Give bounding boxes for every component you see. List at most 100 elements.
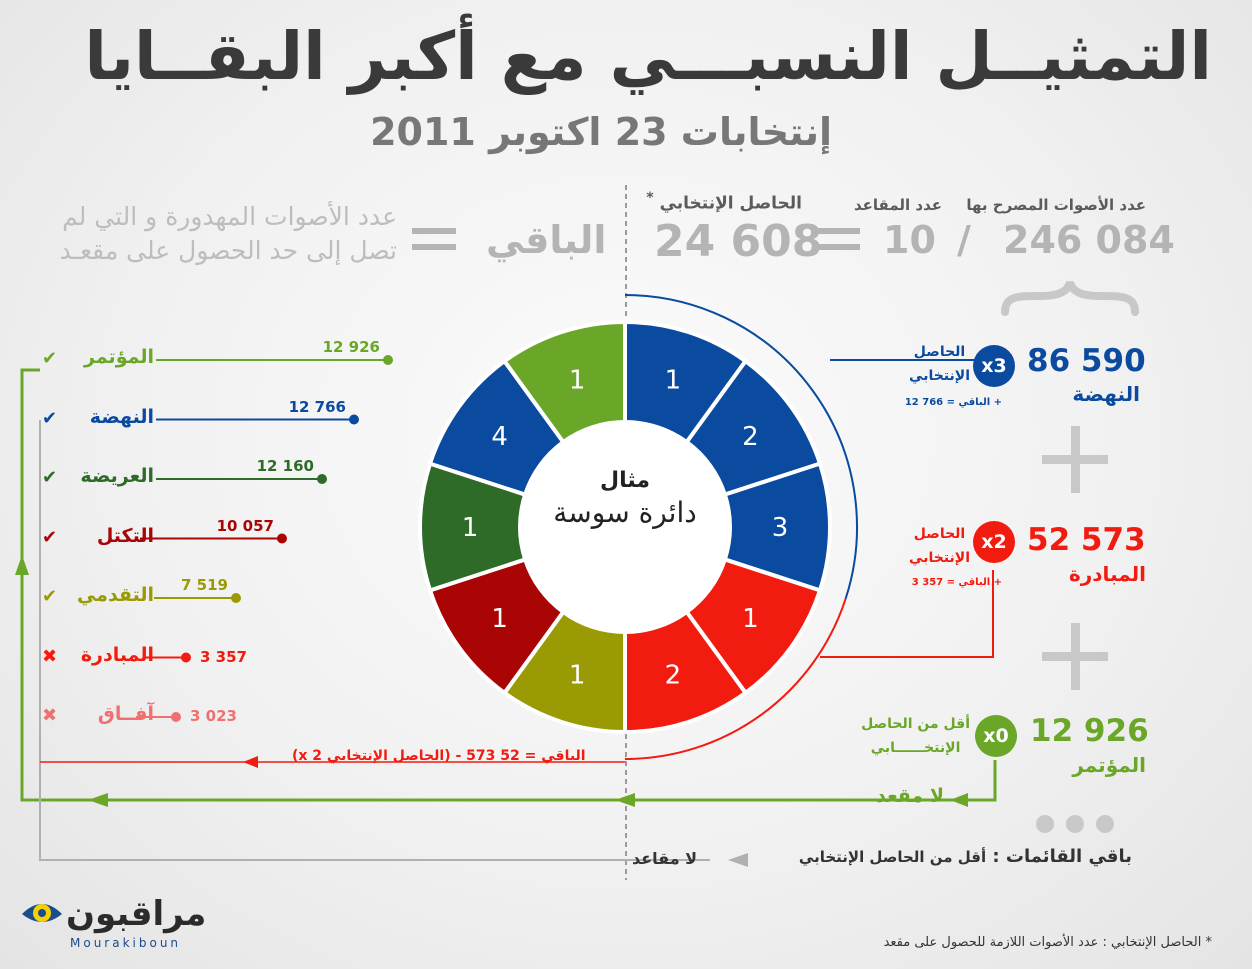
example-label: مثال: [600, 468, 650, 493]
check-icon: ✔: [42, 348, 58, 369]
donut-segment: [501, 319, 627, 445]
ranking-remainder-value: 10 057: [216, 516, 274, 535]
ranking-party-name: آفــاق: [97, 703, 154, 725]
ranking-party-name: المؤتمر: [84, 346, 154, 368]
remaining-label: باقي القائمات: [1005, 846, 1132, 867]
quota-value: 24 608: [654, 216, 823, 267]
donut-segment-label: 1: [491, 604, 508, 634]
moubadara-votes: 52 573: [1027, 522, 1146, 558]
check-icon: ✔: [42, 407, 58, 429]
ranking-dot: [231, 593, 241, 603]
seats-label: عدد المقاعد: [853, 196, 942, 214]
donut-segment-label: 1: [569, 660, 586, 690]
ranking-dot: [181, 652, 191, 663]
gray-arrow-left: [728, 853, 748, 867]
divide-sign: /: [957, 218, 971, 262]
moubadara-quota-label: الحاصل الإنتخابي: [909, 522, 970, 570]
equals-sign-1b: [818, 244, 860, 250]
nahda-multiplier-badge: x3: [973, 345, 1015, 387]
check-icon: ✔: [42, 586, 58, 607]
ranking-party-name: التقدمي: [76, 584, 154, 606]
donut-segment-label: 1: [742, 604, 759, 634]
quota-line-2: الإنتخابي: [909, 550, 970, 566]
equals-sign-2: [412, 228, 456, 234]
moubadara-remainder-note: + الباقي = 357 3: [911, 577, 1002, 588]
page-subtitle: إنتخابات 23 اكتوبر 2011: [370, 110, 832, 154]
moubadara-multiplier-badge: x2: [973, 521, 1015, 563]
ranking-dot: [349, 414, 359, 425]
moutamar-votes: 12 926: [1030, 713, 1149, 749]
donut-segment-label: 1: [665, 366, 682, 396]
check-icon: ✔: [42, 467, 58, 488]
nahda-votes: 86 590: [1027, 343, 1146, 379]
donut-segment-label: 4: [491, 422, 508, 452]
check-icon: ✔: [42, 526, 58, 548]
calc-value: 52 573: [466, 748, 520, 764]
donut-segment-label: 1: [569, 366, 586, 396]
ranking-dot: [171, 712, 181, 722]
moubadara-connector: [820, 570, 994, 658]
votes-value: 246 084: [1003, 218, 1175, 262]
eye-icon: [22, 904, 62, 922]
ranking-lines: [136, 355, 393, 722]
donut-segment-label: 3: [772, 513, 789, 543]
wasted-line-2: تصل إلى حد الحصول على مقعـد: [59, 236, 397, 265]
donut-segment-label: 2: [742, 422, 759, 452]
remainder-label: الباقي: [486, 218, 607, 262]
plus-sign-1-v: [1071, 426, 1080, 493]
footnote: * الحاصل الإنتخابي : عدد الأصوات اللازمة…: [883, 935, 1212, 950]
logo-name: مراقبون: [66, 894, 207, 934]
nahda-arc: [624, 294, 858, 600]
calc-label: الباقي =: [524, 748, 586, 764]
quota-label: الحاصل الإنتخابي *: [646, 190, 802, 214]
ranking-party-name: المبادرة: [80, 643, 154, 666]
quota-line-1: الحاصل: [913, 526, 966, 542]
moutamar-multiplier-badge: x0: [975, 715, 1017, 757]
green-arrow-up: [15, 555, 29, 575]
district-label: دائرة سوسة: [553, 496, 697, 529]
nahda-name: النهضة: [1072, 382, 1140, 406]
ranking-party-name: العريضة: [80, 465, 154, 487]
ranking-remainder-value: 12 766: [288, 397, 346, 416]
equals-sign-1: [818, 228, 860, 234]
equals-sign-2b: [412, 244, 456, 250]
wasted-line-1: عدد الأصوات المهدورة و التي لم: [62, 202, 397, 231]
mourakiboun-logo: [18, 892, 66, 936]
votes-label: عدد الأصوات المصرح بها: [966, 196, 1146, 214]
quota-line-2: الإنتخابي: [909, 368, 970, 384]
ranking-dot: [383, 355, 393, 365]
green-loop-line: [20, 368, 997, 802]
cross-icon: ✖: [42, 645, 58, 667]
green-arrow-left-3: [950, 793, 968, 807]
ranking-party-name: النهضة: [89, 405, 154, 428]
ranking-remainder-value: 12 926: [322, 338, 380, 356]
logo-latin: Mourakiboun: [70, 936, 182, 950]
remaining-colon: :: [992, 846, 1000, 867]
page-title: التمثيــل النسبـــي مع أكبر البقــايا: [84, 18, 1212, 95]
ranking-remainder-value: 7 519: [181, 576, 228, 594]
cross-icon: ✖: [42, 705, 58, 726]
donut-segment-label: 2: [665, 660, 682, 690]
remainder-calc-note: الباقي = 52 573 - (الحاصل الإنتخابي x 2): [292, 748, 586, 764]
ellipsis-dot-2: [1066, 815, 1084, 833]
remaining-lists-label: باقي القائمات : أقل من الحاصل الإنتخابي: [799, 846, 1132, 867]
moutamar-name: المؤتمر: [1072, 753, 1146, 777]
ranking-dot: [277, 533, 287, 544]
red-arrow-left: [243, 756, 258, 768]
quota-line-1: الحاصل: [913, 344, 966, 360]
moubadara-name: المبادرة: [1068, 562, 1146, 586]
nahda-quota-label: الحاصل الإنتخابي: [909, 340, 970, 388]
ranking-dot: [317, 474, 327, 484]
calc-rest: - (الحاصل الإنتخابي x 2): [292, 748, 462, 764]
nahda-remainder-note: + الباقي = 766 12: [904, 397, 1002, 408]
ranking-remainder-value: 12 160: [256, 457, 314, 475]
gray-bottom-line: [39, 790, 710, 861]
ranking-remainder-value: 3 023: [190, 707, 237, 725]
ellipsis-dot-1: [1036, 815, 1054, 833]
no-seats-label: لا مقاعد: [632, 849, 698, 868]
seats-value: 10: [883, 218, 936, 262]
donut-segment-label: 1: [462, 513, 479, 543]
seat-donut-chart: 1 2 3 1 2 1 1 1 4 1: [418, 319, 832, 735]
ranking-party-name: التكتل: [96, 524, 154, 547]
